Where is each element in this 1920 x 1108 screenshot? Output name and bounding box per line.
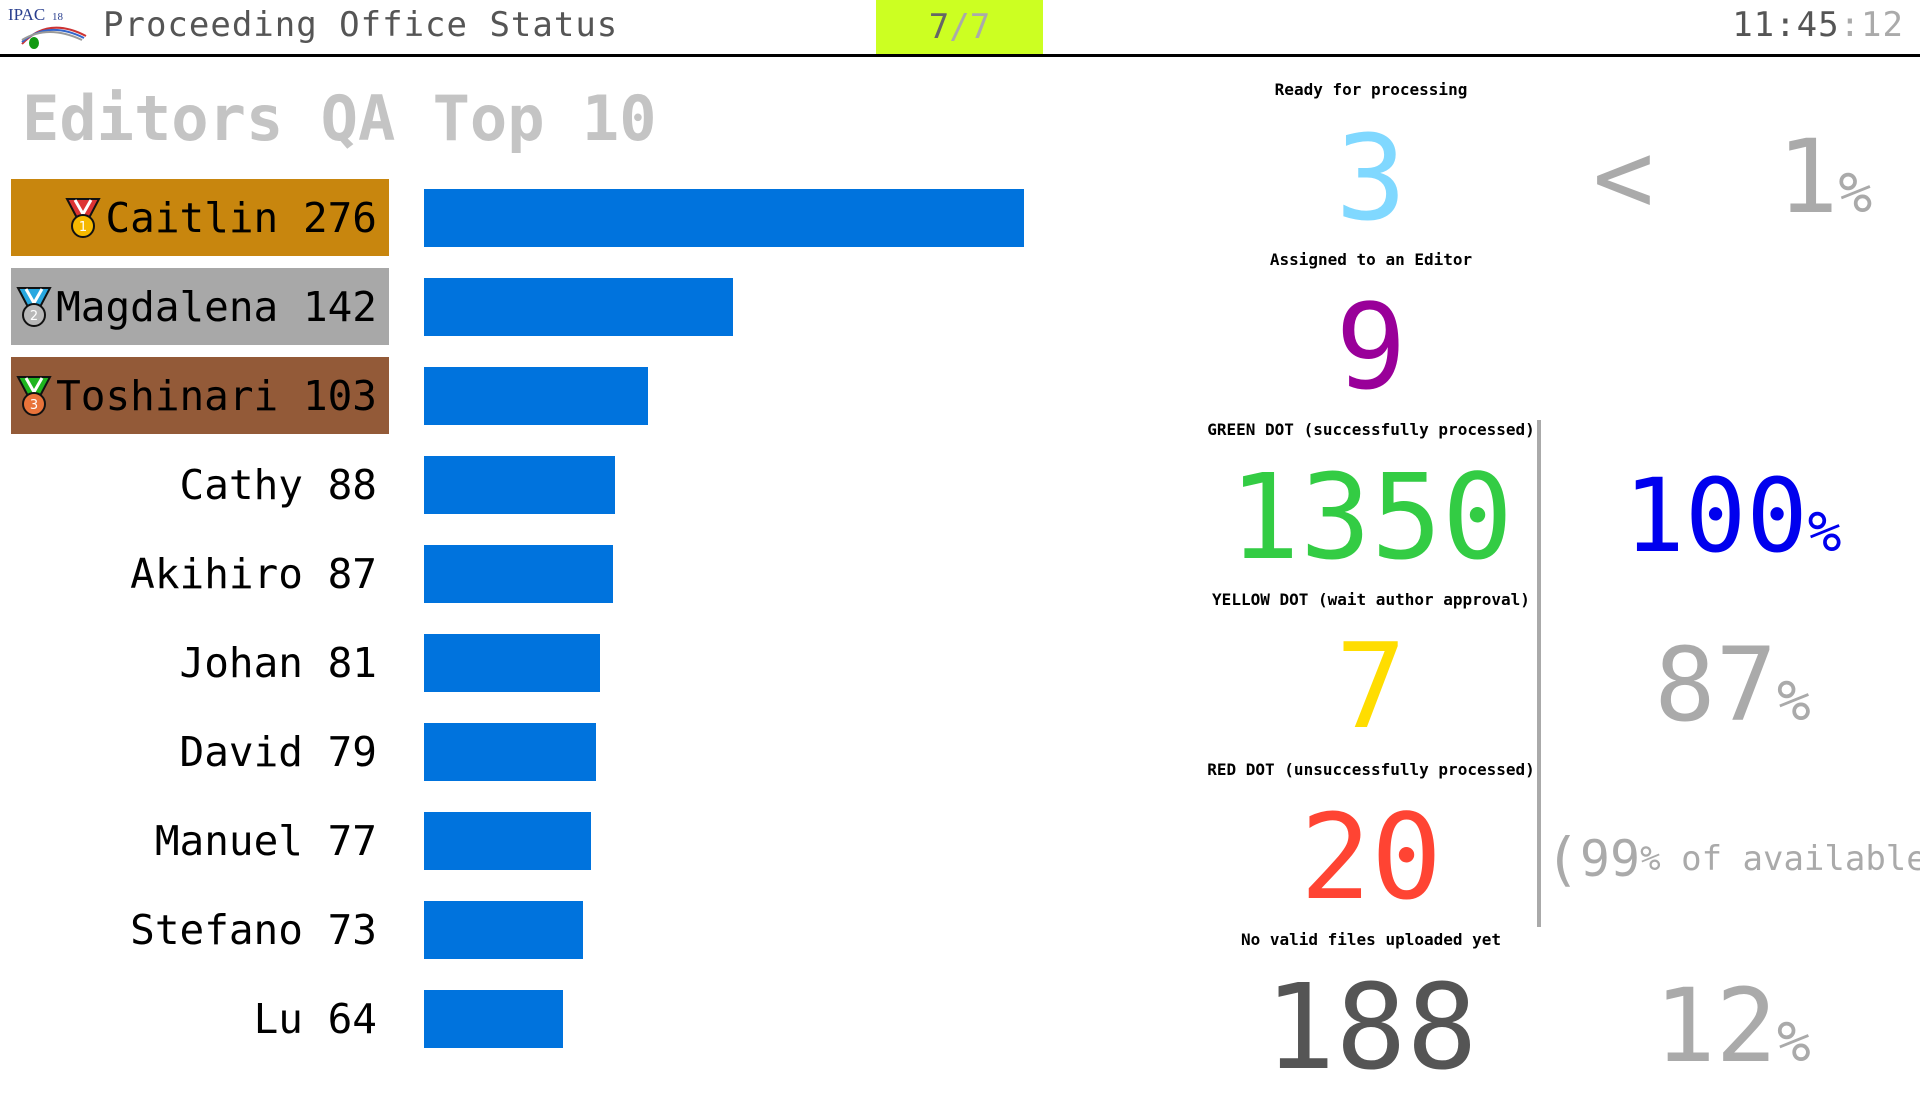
editor-row-label: 1 Caitlin 276 (11, 179, 389, 256)
available-percent-value: 99 (1579, 830, 1641, 888)
yellow-dot-percent-value: 87 (1654, 626, 1778, 745)
editor-row-label: Manuel 77 (11, 802, 389, 879)
page-current: 7 (928, 7, 950, 47)
clock-seconds: 12 (1861, 5, 1904, 45)
ready-label: Ready for processing (1274, 80, 1468, 99)
clock-hours-minutes: 11:45 (1732, 5, 1840, 45)
percent-sign: % (1777, 1010, 1811, 1075)
editor-bar (424, 367, 648, 425)
editor-count: 142 (302, 282, 377, 331)
editor-count: 77 (327, 816, 377, 865)
editor-name: Lu (253, 994, 303, 1043)
paren-open: ( (1545, 825, 1580, 893)
editors-title: Editors QA Top 10 (22, 82, 657, 155)
editor-bar (424, 278, 733, 336)
svg-text:3: 3 (30, 398, 38, 413)
editor-name: Johan (179, 638, 303, 687)
clock-separator: : (1839, 5, 1862, 45)
green-dot-percent-value: 100 (1623, 457, 1808, 576)
header-bar: IPAC 18 Proceeding Office Status 7/7 11:… (0, 0, 1920, 57)
editor-bar (424, 990, 563, 1048)
percent-sign: % (1640, 839, 1661, 879)
editor-count: 73 (327, 905, 377, 954)
editor-bar (424, 812, 591, 870)
page-separator: / (949, 7, 970, 47)
editor-count: 88 (327, 460, 377, 509)
green-dot-value: 1350 (1228, 448, 1514, 586)
editor-row-label: Akihiro 87 (11, 535, 389, 612)
editor-row-label: Johan 81 (11, 624, 389, 701)
editor-name: Akihiro (130, 549, 303, 598)
editor-row-label: Lu 64 (11, 980, 389, 1057)
editor-count: 64 (327, 994, 377, 1043)
available-text: of available (1681, 839, 1920, 879)
assigned-value: 9 (1335, 278, 1407, 416)
editor-count: 276 (302, 193, 377, 242)
editor-bar (424, 456, 615, 514)
ipac-logo: IPAC 18 (8, 5, 87, 49)
available-percent: (99% of available) (1545, 825, 1920, 893)
editor-bar (424, 634, 600, 692)
editor-count: 103 (302, 371, 377, 420)
no-valid-percent-value: 12 (1654, 967, 1778, 1086)
editor-name: Stefano (130, 905, 303, 954)
red-dot-label: RED DOT (unsuccessfully processed) (1207, 760, 1535, 779)
editor-count: 79 (327, 727, 377, 776)
assigned-label: Assigned to an Editor (1269, 250, 1473, 269)
editor-name: Cathy (179, 460, 303, 509)
editor-row-label: 3 Toshinari 103 (11, 357, 389, 434)
bronze-medal-icon: 3 (16, 375, 52, 416)
editor-name: Caitlin (105, 193, 279, 242)
editor-name: Magdalena (56, 282, 279, 331)
ready-percent-value: 1 (1777, 118, 1839, 237)
page-indicator: 7/7 (876, 0, 1043, 54)
editor-name: Toshinari (56, 371, 279, 420)
editor-bar (424, 545, 613, 603)
percent-sign: % (1777, 669, 1811, 734)
editor-name: Manuel (154, 816, 303, 865)
svg-text:18: 18 (52, 11, 64, 23)
editor-row-label: Cathy 88 (11, 446, 389, 523)
red-dot-value: 20 (1299, 788, 1443, 926)
no-valid-value: 188 (1264, 958, 1478, 1096)
gold-medal-icon: 1 (65, 197, 102, 238)
no-valid-label: No valid files uploaded yet (1240, 930, 1502, 949)
editor-name: David (179, 727, 303, 776)
ready-value: 3 (1335, 109, 1407, 247)
ready-percent-prefix: < (1592, 118, 1655, 237)
svg-text:2: 2 (30, 309, 38, 324)
percent-sign: % (1807, 500, 1842, 565)
clock: 11:45:12 (1732, 5, 1904, 45)
ready-percent: < 1% (1545, 113, 1920, 259)
page-total: 7 (969, 7, 991, 47)
yellow-dot-label: YELLOW DOT (wait author approval) (1212, 590, 1530, 609)
yellow-dot-percent: 87% (1545, 621, 1920, 767)
editor-row-label: Stefano 73 (11, 891, 389, 968)
svg-text:1: 1 (79, 220, 87, 235)
yellow-dot-value: 7 (1335, 617, 1407, 755)
no-valid-percent: 12% (1545, 962, 1920, 1108)
green-dot-percent: 100% (1545, 452, 1920, 598)
percent-sign: % (1838, 161, 1873, 226)
editor-count: 81 (327, 638, 377, 687)
app-title: Proceeding Office Status (103, 5, 619, 45)
editor-bar (424, 189, 1024, 247)
column-divider (1537, 420, 1541, 927)
editor-row-label: 2 Magdalena 142 (11, 268, 389, 345)
green-dot-label: GREEN DOT (successfully processed) (1207, 420, 1535, 439)
silver-medal-icon: 2 (16, 286, 52, 327)
editor-bar (424, 901, 583, 959)
svg-text:IPAC: IPAC (8, 5, 45, 24)
editor-bar (424, 723, 596, 781)
editor-count: 87 (327, 549, 377, 598)
editor-row-label: David 79 (11, 713, 389, 790)
